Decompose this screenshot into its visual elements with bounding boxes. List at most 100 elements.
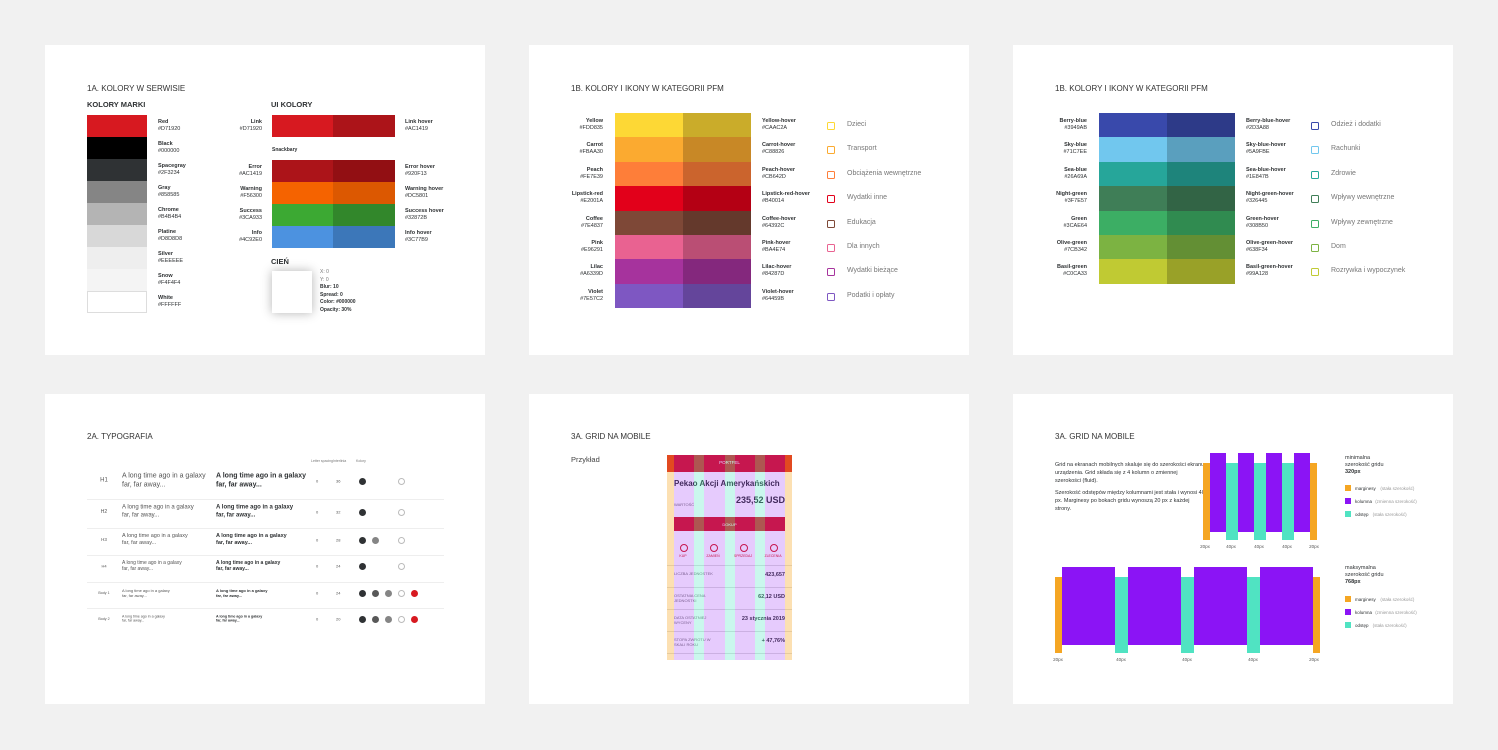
color-name: Info [251,230,262,236]
shadow-spec: Y: 0 [320,276,329,283]
category-name: Odzież i dodatki [1331,121,1381,128]
sample-bold: A long time ago in a galaxy far, far awa… [216,559,281,572]
category-icon [827,268,835,277]
shadow-spec: Opacity: 30% [320,306,352,313]
shadow-spec: Blur: 10 [320,284,339,290]
category-icon [827,170,835,179]
style-name: H3 [101,537,107,543]
color-name: Lipstick-red-hover [762,191,810,198]
color-name: Pink-hover [762,240,791,246]
color-dot [398,562,405,570]
color-dot [372,536,379,544]
color-dot [411,589,418,597]
color-hex: #3C77B9 [405,237,428,243]
color-hex: #71C7EE [1063,149,1087,156]
description: Grid na ekranach mobilnych skaluje się d… [1055,462,1205,484]
color-hex: #CB642D [762,173,786,180]
section-label: Snackbary [272,147,298,153]
swatch [615,283,683,309]
color-name: Berry-blue [1059,118,1087,124]
color-name: Carrot-hover [762,142,796,149]
category-icon [1311,268,1319,277]
color-hex: #26A69A [1064,173,1087,180]
panel-title: 3A. GRID NA MOBILE [1055,432,1135,441]
color-name: Error hover [405,164,435,170]
style-name: H4 [101,563,107,569]
color-name: Link [250,119,262,125]
color-name: Basil-green [1057,264,1087,271]
color-hex: #84287D [762,271,785,278]
dimension-label: 40px [1254,544,1264,549]
legend-swatch [1345,622,1351,628]
category-icon [827,244,835,252]
color-dot [385,589,392,597]
legend-note: (stała szerokość) [1380,485,1415,491]
swatch-hover [1167,259,1235,284]
color-dot [372,589,379,597]
color-hex: #C88826 [762,149,785,156]
action-label: SPRZEDAJ [733,554,753,558]
grid-overlay [724,455,735,660]
dimension-label: 20px [1053,657,1063,662]
legend-heading: maksymalna [1345,565,1376,571]
category-name: Dom [1331,243,1346,250]
color-hex: #A6339D [580,271,603,278]
swatch [272,160,333,182]
color-hex: #3949AB [1064,125,1087,131]
row-divider [87,608,444,609]
color-dot [359,589,366,597]
app-title: PORTFEL [719,460,740,465]
swatch-hover [683,259,751,284]
action-label: ZLECENIA [764,554,782,558]
line-height: 32 [336,509,341,515]
color-hex: #E96291 [580,247,603,253]
category-icon [1311,146,1319,155]
color-name: Berry-blue-hover [1246,118,1291,124]
letter-spacing: 0 [316,478,319,484]
color-hex: #1E847B [1246,173,1269,180]
shadow-spec: Spread: 0 [320,291,343,298]
color-hex: #F4F4F4 [158,280,181,286]
category-icon [827,146,835,155]
swatch-hover [1167,235,1235,260]
grid-gutter [1181,577,1194,653]
color-hex: #FFFFFF [158,302,182,308]
panel-title: 3A. GRID NA MOBILE [571,432,651,441]
panel [45,394,485,704]
grid-column [1062,567,1115,645]
row-label: ZMIANA OD OSTATNIEJ [674,659,714,660]
category-icon [1311,122,1319,130]
category-name: Wpływy wewnętrzne [1331,194,1395,202]
color-name: Silver [158,251,173,257]
row-divider [87,555,444,556]
color-hex: #326445 [1246,198,1268,205]
color-hex: #CAAC2A [762,125,788,131]
color-hex: #BA4E74 [762,247,786,253]
swatch [1099,137,1167,162]
category-name: Wydatki inne [847,194,888,202]
category-icon [827,219,835,228]
swatch [615,210,683,236]
action-icon [770,544,778,552]
style-name: H1 [100,477,108,484]
grid-gutter [1282,463,1294,540]
letter-spacing: 0 [316,537,319,543]
grid-column [1260,567,1313,645]
swatch-hover [683,283,751,309]
legend-name: odstęp [1355,622,1369,628]
color-dot [398,477,405,485]
legend-name: odstęp [1355,511,1369,517]
swatch [1099,113,1167,138]
color-hex: #64459B [762,295,785,302]
color-hex: #2F3234 [158,170,180,176]
swatch-hover [683,186,751,211]
row-divider [87,581,444,583]
row-divider [667,587,792,588]
swatch [1099,259,1167,284]
color-hex: #E2001A [580,198,603,205]
swatch [1099,235,1167,260]
color-hex: #7CB342 [1064,247,1087,253]
legend-heading: 768px [1345,579,1361,585]
grid-overlay [694,455,705,660]
style-name: Body 2 [98,616,110,621]
